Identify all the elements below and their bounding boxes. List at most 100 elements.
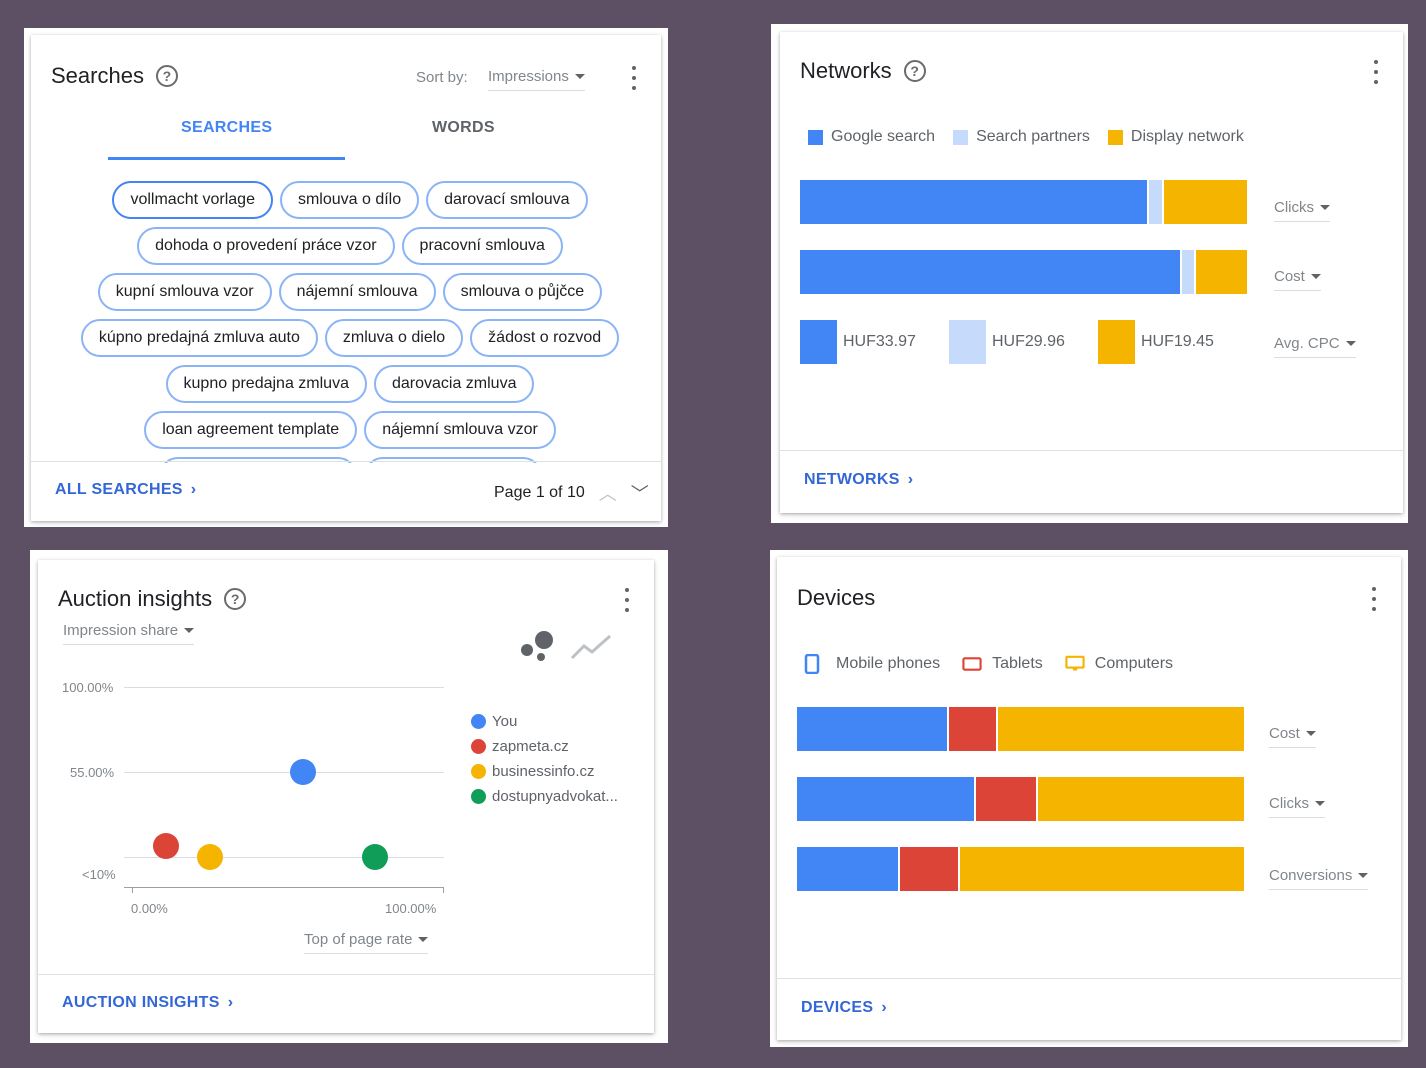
- networks-metric-avg-cpc[interactable]: Avg. CPC: [1274, 335, 1356, 358]
- networks-metric-cost[interactable]: Cost: [1274, 268, 1321, 291]
- pager: Page 1 of 10 ︿ ﹀: [494, 480, 649, 506]
- caret-down-icon: [1306, 731, 1316, 736]
- scatter-point[interactable]: [290, 759, 316, 785]
- legend-label: businessinfo.cz: [492, 763, 595, 780]
- more-vert-icon[interactable]: [623, 588, 631, 612]
- legend-label: You: [492, 713, 517, 730]
- auction-insights-card: Auction insights ? Impression share 100.…: [38, 560, 654, 1033]
- devices-conversions-bar: [797, 847, 1244, 891]
- searches-title: Searches ?: [51, 63, 178, 89]
- search-chip[interactable]: kúpno predajná zmluva auto: [81, 319, 318, 357]
- sort-by-dropdown[interactable]: Impressions: [488, 68, 585, 91]
- searches-card: Searches ? Sort by: Impressions SEARCHES…: [31, 35, 661, 521]
- top-of-page-rate-dropdown[interactable]: Top of page rate: [304, 931, 428, 954]
- cpc-search-partners: HUF29.96: [949, 320, 1065, 364]
- chevron-right-icon: ›: [228, 994, 234, 1012]
- legend-label: dostupnyadvokat...: [492, 788, 618, 805]
- more-vert-icon[interactable]: [630, 66, 638, 90]
- caret-down-icon: [575, 74, 585, 79]
- bubble-chart-icon[interactable]: [518, 626, 558, 664]
- chevron-right-icon: ›: [908, 471, 914, 489]
- networks-link[interactable]: NETWORKS ›: [804, 471, 913, 489]
- devices-link[interactable]: DEVICES ›: [801, 999, 887, 1017]
- more-vert-icon[interactable]: [1370, 587, 1378, 611]
- legend-display-network[interactable]: Display network: [1108, 128, 1244, 146]
- devices-metric-clicks[interactable]: Clicks: [1269, 795, 1325, 818]
- search-chip[interactable]: žádost o rozvod: [470, 319, 619, 357]
- tab-searches[interactable]: SEARCHES: [181, 119, 272, 137]
- auction-legend: You zapmeta.cz businessinfo.cz dostupnyadvo…: [471, 709, 618, 809]
- search-chip[interactable]: vollmacht vorlage: [112, 181, 273, 219]
- scatter-point[interactable]: [197, 844, 223, 870]
- search-chip[interactable]: zmluva o dielo: [325, 319, 463, 357]
- impression-share-dropdown[interactable]: Impression share: [63, 622, 194, 645]
- x-tick-100: 100.00%: [385, 901, 436, 916]
- auction-insights-link[interactable]: AUCTION INSIGHTS ›: [62, 994, 233, 1012]
- legend-tablets[interactable]: Tablets: [962, 654, 1043, 674]
- legend-item[interactable]: zapmeta.cz: [471, 734, 618, 759]
- search-chip[interactable]: darovacia zmluva: [374, 365, 535, 403]
- bar-segment: [1038, 777, 1244, 821]
- all-searches-link[interactable]: ALL SEARCHES ›: [55, 481, 196, 499]
- bar-segment: [797, 847, 900, 891]
- chevron-up-icon[interactable]: ︿: [599, 480, 617, 506]
- networks-metric-clicks[interactable]: Clicks: [1274, 199, 1330, 222]
- chevron-down-icon[interactable]: ﹀: [631, 480, 649, 506]
- devices-legend: Mobile phones Tablets Computers: [802, 654, 1191, 674]
- scatter-point[interactable]: [153, 833, 179, 859]
- mobile-phone-icon: [802, 654, 822, 674]
- search-chip[interactable]: nájemní smlouva: [279, 273, 436, 311]
- search-chip[interactable]: darovací smlouva: [426, 181, 587, 219]
- caret-down-icon: [1320, 205, 1330, 210]
- bar-segment: [1196, 250, 1247, 294]
- help-icon[interactable]: ?: [224, 588, 246, 610]
- tablet-icon: [962, 654, 982, 674]
- bar-segment: [949, 707, 998, 751]
- search-chip[interactable]: [159, 457, 357, 463]
- search-chip[interactable]: pracovní smlouva: [402, 227, 563, 265]
- search-chip[interactable]: dohoda o provedení práce vzor: [137, 227, 394, 265]
- search-chip[interactable]: smlouva o půjčce: [443, 273, 603, 311]
- more-vert-icon[interactable]: [1372, 60, 1380, 84]
- caret-down-icon: [1346, 341, 1356, 346]
- trend-line-icon[interactable]: [570, 632, 614, 660]
- networks-cost-bar: [800, 250, 1247, 294]
- bar-segment: [976, 777, 1039, 821]
- search-chip[interactable]: kupní smlouva vzor: [98, 273, 272, 311]
- legend-dot: [471, 764, 486, 779]
- search-chip[interactable]: nájemní smlouva vzor: [364, 411, 556, 449]
- scatter-plot: [132, 687, 443, 887]
- legend-computers[interactable]: Computers: [1065, 654, 1173, 674]
- legend-item[interactable]: You: [471, 709, 618, 734]
- search-chip[interactable]: kupno predajna zmluva: [166, 365, 367, 403]
- legend-search-partners[interactable]: Search partners: [953, 128, 1090, 146]
- tab-words[interactable]: WORDS: [432, 119, 495, 137]
- computer-icon: [1065, 654, 1085, 674]
- legend-google-search[interactable]: Google search: [808, 128, 935, 146]
- caret-down-icon: [1315, 801, 1325, 806]
- bar-segment: [797, 707, 949, 751]
- legend-item[interactable]: dostupnyadvokat...: [471, 784, 618, 809]
- bar-segment: [998, 707, 1244, 751]
- legend-dot: [471, 714, 486, 729]
- devices-card: Devices Mobile phones Tablets Computers …: [777, 557, 1401, 1040]
- devices-metric-conversions[interactable]: Conversions: [1269, 867, 1368, 890]
- search-chip[interactable]: loan agreement template: [144, 411, 357, 449]
- bar-segment: [800, 250, 1182, 294]
- search-chips: vollmacht vorlage smlouva o dílo darovací …: [69, 181, 631, 463]
- bar-segment: [960, 847, 1244, 891]
- devices-metric-cost[interactable]: Cost: [1269, 725, 1316, 748]
- legend-item[interactable]: businessinfo.cz: [471, 759, 618, 784]
- search-chip[interactable]: [364, 457, 542, 463]
- search-chip[interactable]: smlouva o dílo: [280, 181, 419, 219]
- help-icon[interactable]: ?: [904, 60, 926, 82]
- tab-indicator: [108, 157, 345, 160]
- scatter-point[interactable]: [362, 844, 388, 870]
- legend-mobile-phones[interactable]: Mobile phones: [802, 654, 940, 674]
- y-tick-55: 55.00%: [70, 765, 114, 780]
- networks-title: Networks ?: [800, 58, 926, 84]
- cpc-google-search: HUF33.97: [800, 320, 916, 364]
- help-icon[interactable]: ?: [156, 65, 178, 87]
- caret-down-icon: [184, 628, 194, 633]
- y-tick-100: 100.00%: [62, 680, 113, 695]
